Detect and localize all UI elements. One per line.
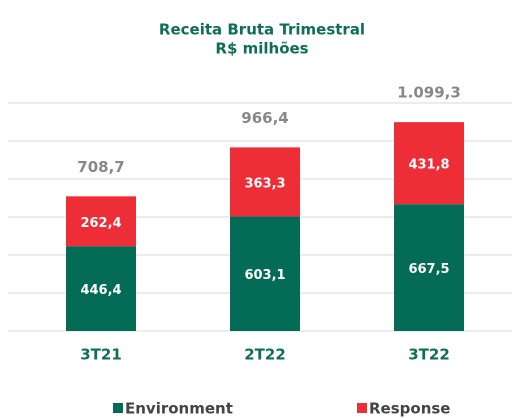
legend-swatch xyxy=(357,403,367,413)
bar-segment xyxy=(230,216,300,331)
legend-label: Response xyxy=(369,400,450,418)
x-tick-label: 3T21 xyxy=(80,346,122,364)
x-tick-label: 2T22 xyxy=(244,346,286,364)
bar-segment xyxy=(66,196,136,247)
total-label: 966,4 xyxy=(241,109,288,127)
legend-label: Environment xyxy=(125,400,233,418)
value-label: 262,4 xyxy=(80,216,121,231)
bar-segment xyxy=(230,147,300,217)
value-label: 446,4 xyxy=(80,283,121,298)
bar-segment xyxy=(394,204,464,331)
value-label: 431,8 xyxy=(408,158,449,173)
total-label: 708,7 xyxy=(77,158,124,176)
chart-title: Receita Bruta Trimestral xyxy=(159,21,365,39)
value-label: 667,5 xyxy=(408,262,449,277)
bar-segment xyxy=(394,122,464,205)
value-label: 363,3 xyxy=(244,176,285,191)
value-label: 603,1 xyxy=(244,268,285,283)
total-label: 1.099,3 xyxy=(397,84,461,102)
legend-swatch xyxy=(113,403,123,413)
chart-subtitle: R$ milhões xyxy=(215,40,308,58)
x-tick-label: 3T22 xyxy=(408,346,450,364)
bar-segment xyxy=(66,246,136,331)
